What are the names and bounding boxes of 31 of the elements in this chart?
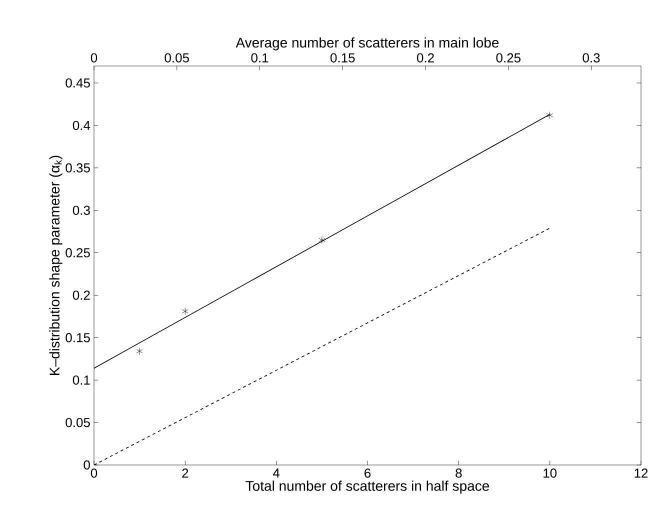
point [136, 348, 143, 355]
x-tick-label: 6 [364, 468, 371, 478]
x2-tick-label: 0.25 [496, 53, 520, 62]
x-tick-label: 4 [273, 468, 280, 478]
y-tick-label: 0.1 [72, 376, 90, 385]
x-tick-label: 2 [182, 468, 188, 478]
x-tick-label: 0 [90, 468, 98, 478]
x-tick-label: 10 [544, 468, 557, 478]
y-axis-title: K–distribution shape parameter (α$_{k}$) [49, 156, 62, 375]
y-tick-label: 0.15 [66, 333, 90, 342]
point [182, 308, 188, 316]
y-tick-label: 0.05 [66, 418, 90, 428]
x2-tick-label: 0.15 [330, 53, 355, 62]
x2-tick-label: 0.05 [164, 53, 189, 62]
x2-tick-label: 0.2 [416, 53, 434, 62]
x2-axis-title: Average number of scatterers in main lobe [236, 37, 499, 50]
y-tick-label: 0.35 [66, 163, 90, 172]
y-tick-label: 0.2 [72, 290, 90, 300]
x-axis-title: Total number of scatterers in half space [246, 480, 490, 494]
y-tick-label: 0 [84, 460, 90, 470]
y-tick-label: 0.4 [72, 120, 90, 130]
x-tick-label: 12 [634, 468, 648, 478]
x2-tick-label: 0.3 [582, 53, 600, 62]
x-tick-label: 8 [456, 468, 462, 478]
x2-tick-label: 0 [90, 53, 98, 62]
y-tick-label: 0.3 [72, 206, 90, 215]
y-tick-label: 0.45 [66, 78, 90, 88]
point [318, 236, 326, 244]
y-tick-label: 0.25 [66, 248, 90, 258]
x2-tick-label: 0.1 [251, 53, 268, 62]
point [546, 112, 554, 119]
